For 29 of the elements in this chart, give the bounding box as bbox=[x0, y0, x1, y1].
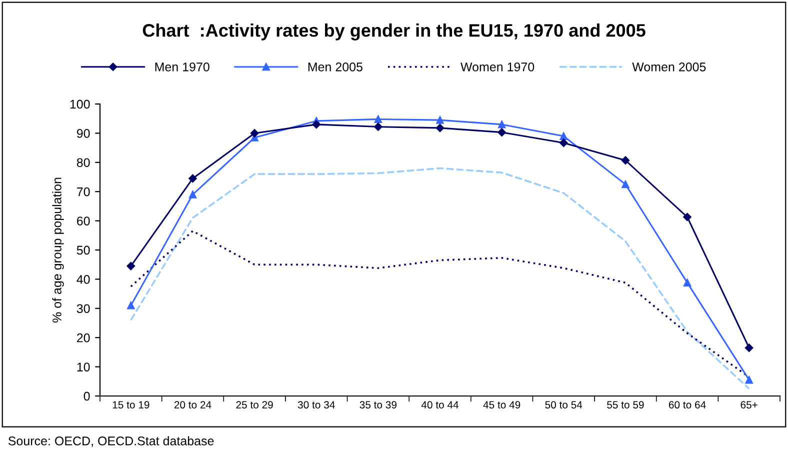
legend-label: Women 2005 bbox=[632, 62, 706, 72]
x-tick-label: 40 to 44 bbox=[421, 401, 459, 409]
x-tick-label: 50 to 54 bbox=[545, 401, 582, 409]
y-tick-label: 0 bbox=[84, 392, 90, 401]
chart-title: Chart :Activity rates by gender in the EU15, 1970 and 2005 bbox=[142, 24, 646, 40]
y-tick-label: 100 bbox=[70, 100, 90, 109]
legend-label: Men 2005 bbox=[308, 62, 362, 72]
x-tick-label: 55 to 59 bbox=[607, 401, 644, 409]
x-tick-label: 45 to 49 bbox=[483, 401, 520, 409]
y-tick-label: 90 bbox=[76, 129, 90, 138]
y-tick-label: 40 bbox=[76, 275, 90, 284]
y-tick-label: 10 bbox=[77, 362, 90, 372]
x-tick-label: 15 to 19 bbox=[112, 401, 150, 409]
y-axis-title: % of age group population bbox=[52, 178, 64, 323]
y-tick-label: 60 bbox=[77, 216, 90, 226]
legend-label: Women 1970 bbox=[460, 62, 534, 72]
x-tick-label: 65+ bbox=[740, 401, 758, 409]
legend-label: Men 1970 bbox=[155, 62, 210, 72]
y-tick-label: 80 bbox=[76, 158, 90, 168]
y-tick-label: 30 bbox=[76, 304, 90, 314]
x-tick-label: 20 to 24 bbox=[174, 401, 212, 409]
y-tick-label: 50 bbox=[76, 246, 90, 255]
y-tick-label: 70 bbox=[77, 187, 90, 196]
x-tick-label: 25 to 29 bbox=[236, 401, 273, 409]
source-note: Source: OECD, OECD.Stat database bbox=[8, 436, 214, 447]
x-tick-label: 30 to 34 bbox=[298, 401, 335, 409]
x-tick-label: 60 to 64 bbox=[668, 401, 706, 409]
x-tick-label: 35 to 39 bbox=[360, 401, 397, 409]
y-tick-label: 20 bbox=[77, 333, 90, 342]
